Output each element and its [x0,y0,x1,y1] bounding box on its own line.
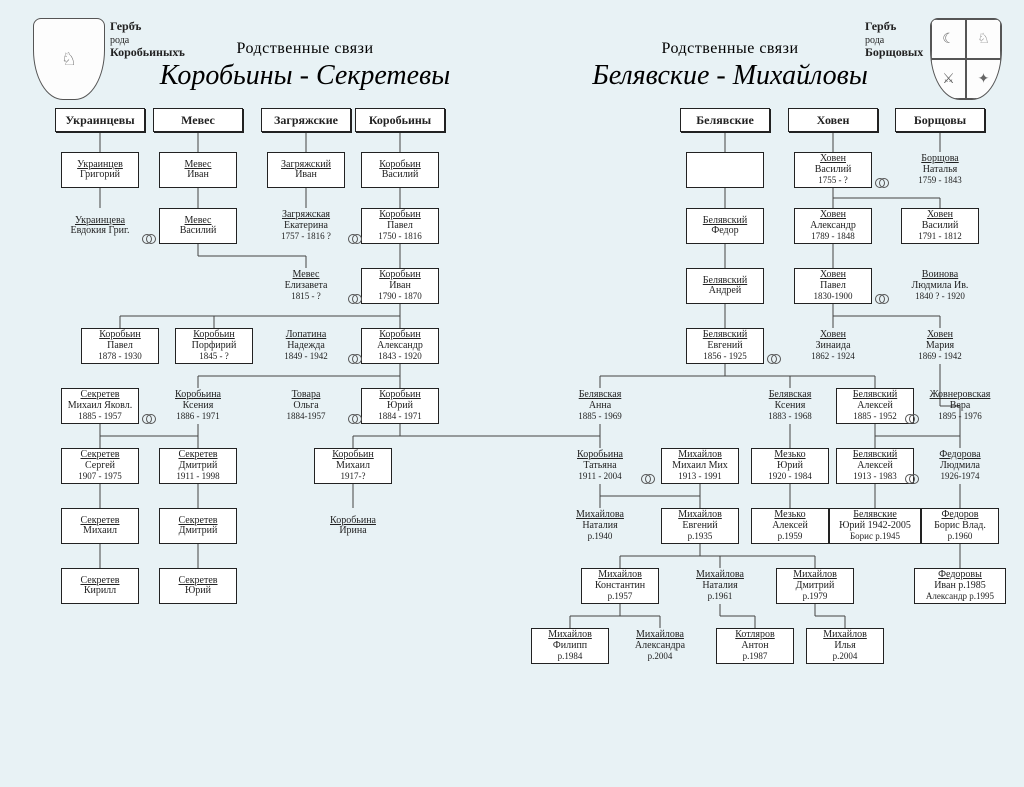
node-bel_ksen: БелявскаяКсения1883 - 1968 [751,388,829,424]
marriage-ring-icon [348,294,362,304]
node-bel_anna: БелявскаяАнна1885 - 1969 [561,388,639,424]
node-kor_iri: КоробьинаИрина [314,508,392,544]
node-zag_ivan: ЗагряжскийИван [267,152,345,188]
node-hov_zin: ХовенЗинаида1862 - 1924 [794,328,872,364]
node-kor_ivan: КоробьинИван1790 - 1870 [361,268,439,304]
node-mev_eliz: МевесЕлизавета1815 - ? [267,268,345,304]
node-zag_ekat: ЗагряжскаяЕкатерина1757 - 1816 ? [267,208,345,244]
node-bel_evg: БелявскийЕвгений1856 - 1925 [686,328,764,364]
node-h_kor: Коробьины [355,108,445,132]
node-sek_kir: СекретевКирилл [61,568,139,604]
node-hov_alex: ХовенАлександр1789 - 1848 [794,208,872,244]
marriage-ring-icon [348,354,362,364]
node-kor_porf: КоробьинПорфирий1845 - ? [175,328,253,364]
node-hov_mar: ХовенМария1869 - 1942 [901,328,979,364]
node-sek_serg: СекретевСергей1907 - 1975 [61,448,139,484]
marriage-ring-icon [875,294,889,304]
marriage-ring-icon [142,234,156,244]
node-h_bel: Белявские [680,108,770,132]
marriage-ring-icon [641,474,655,484]
node-h_bor: Борщовы [895,108,985,132]
node-kot_ant: КотляровАнтонр.1987 [716,628,794,664]
node-kor_pav2: КоробьинПавел1878 - 1930 [81,328,159,364]
node-h_zag: Загряжские [261,108,351,132]
node-bel_and: БелявскийАндрей [686,268,764,304]
marriage-ring-icon [875,178,889,188]
node-mih_nat: МихайловаНаталияр.1940 [561,508,639,544]
node-mih_mm: МихайловМихаил Мих1913 - 1991 [661,448,739,484]
node-mev_ivan: МевесИван [159,152,237,188]
node-bel_alex: БелявскийАлексей1885 - 1952 [836,388,914,424]
node-mih_kon: МихайловКонстантинр.1957 [581,568,659,604]
node-kor_vas: КоробьинВасилий [361,152,439,188]
node-mez_yur: МезькоЮрий1920 - 1984 [751,448,829,484]
node-mih_evg: МихайловЕвгенийр.1935 [661,508,739,544]
title-sub: Родственные связи [560,40,900,58]
node-hov_pav: ХовенПавел1830-1900 [794,268,872,304]
node-bel_alex2: БелявскийАлексей1913 - 1983 [836,448,914,484]
node-sek_mih: СекретевМихаил [61,508,139,544]
crest-right: ☾♘⚔✦ [930,18,1002,103]
node-mih_fil: МихайловФилиппр.1984 [531,628,609,664]
node-kor_pav1: КоробьинПавел1750 - 1816 [361,208,439,244]
node-mez_alex: МезькоАлексейр.1959 [751,508,829,544]
node-h_ukr: Украинцевы [55,108,145,132]
marriage-ring-icon [767,354,781,364]
title-main: Коробьины - Секретевы [135,60,475,92]
title-block-0: Родственные связи Коробьины - Секретевы [135,40,475,92]
node-blank [686,152,764,188]
node-fed_lud: ФедороваЛюдмила1926-1974 [921,448,999,484]
crest-left: ♘ [33,18,105,103]
node-kor_mih: КоробьинМихаил1917-? [314,448,392,484]
node-sek_dmi2: СекретевДмитрий [159,508,237,544]
node-h_hov: Ховен [788,108,878,132]
node-sek_miky: СекретевМихаил Яковл.1885 - 1957 [61,388,139,424]
title-main: Белявские - Михайловы [560,60,900,92]
node-hov_vas2: ХовенВасилий1791 - 1812 [901,208,979,244]
node-bel_yb: БелявскиеЮрий 1942-2005Борис р.1945 [829,508,921,544]
title-sub: Родственные связи [135,40,475,58]
node-voi_lud: ВоиноваЛюдмила Ив.1840 ? - 1920 [901,268,979,304]
node-ukr_evd: УкраинцеваЕвдокия Григ. [61,208,139,244]
node-hov_vas1: ХовенВасилий1755 - ? [794,152,872,188]
marriage-ring-icon [142,414,156,424]
node-kor_alex: КоробьинАлександр1843 - 1920 [361,328,439,364]
node-mih_dmi: МихайловДмитрийр.1979 [776,568,854,604]
marriage-ring-icon [348,234,362,244]
title-block-1: Родственные связи Белявские - Михайловы [560,40,900,92]
node-bel_fed: БелявскийФедор [686,208,764,244]
node-zhov_ver: ЖовнеровскаяВера1895 - 1976 [921,388,999,424]
node-tov_olga: ТовараОльга1884-1957 [267,388,345,424]
node-lop_nad: ЛопатинаНадежда1849 - 1942 [267,328,345,364]
node-fed_ia: ФедоровыИван р.1985Александр р.1995 [914,568,1006,604]
node-sek_yur: СекретевЮрий [159,568,237,604]
marriage-ring-icon [348,414,362,424]
node-mih_nat2: МихайловаНаталияр.1961 [681,568,759,604]
node-kor_tat: КоробьинаТатьяна1911 - 2004 [561,448,639,484]
node-ukr_grig: УкраинцевГригорий [61,152,139,188]
node-mih_alex: МихайловаАлександрар.2004 [621,628,699,664]
node-bor_nat: БорщоваНаталья1759 - 1843 [901,152,979,188]
node-kor_yur: КоробьинЮрий1884 - 1971 [361,388,439,424]
node-kor_ksen: КоробьинаКсения1886 - 1971 [159,388,237,424]
node-sek_dmi1: СекретевДмитрий1911 - 1998 [159,448,237,484]
node-mih_ilya: МихайловИльяр.2004 [806,628,884,664]
node-mev_vas: МевесВасилий [159,208,237,244]
node-fed_bor: ФедоровБорис Влад.р.1960 [921,508,999,544]
node-h_mev: Мевес [153,108,243,132]
